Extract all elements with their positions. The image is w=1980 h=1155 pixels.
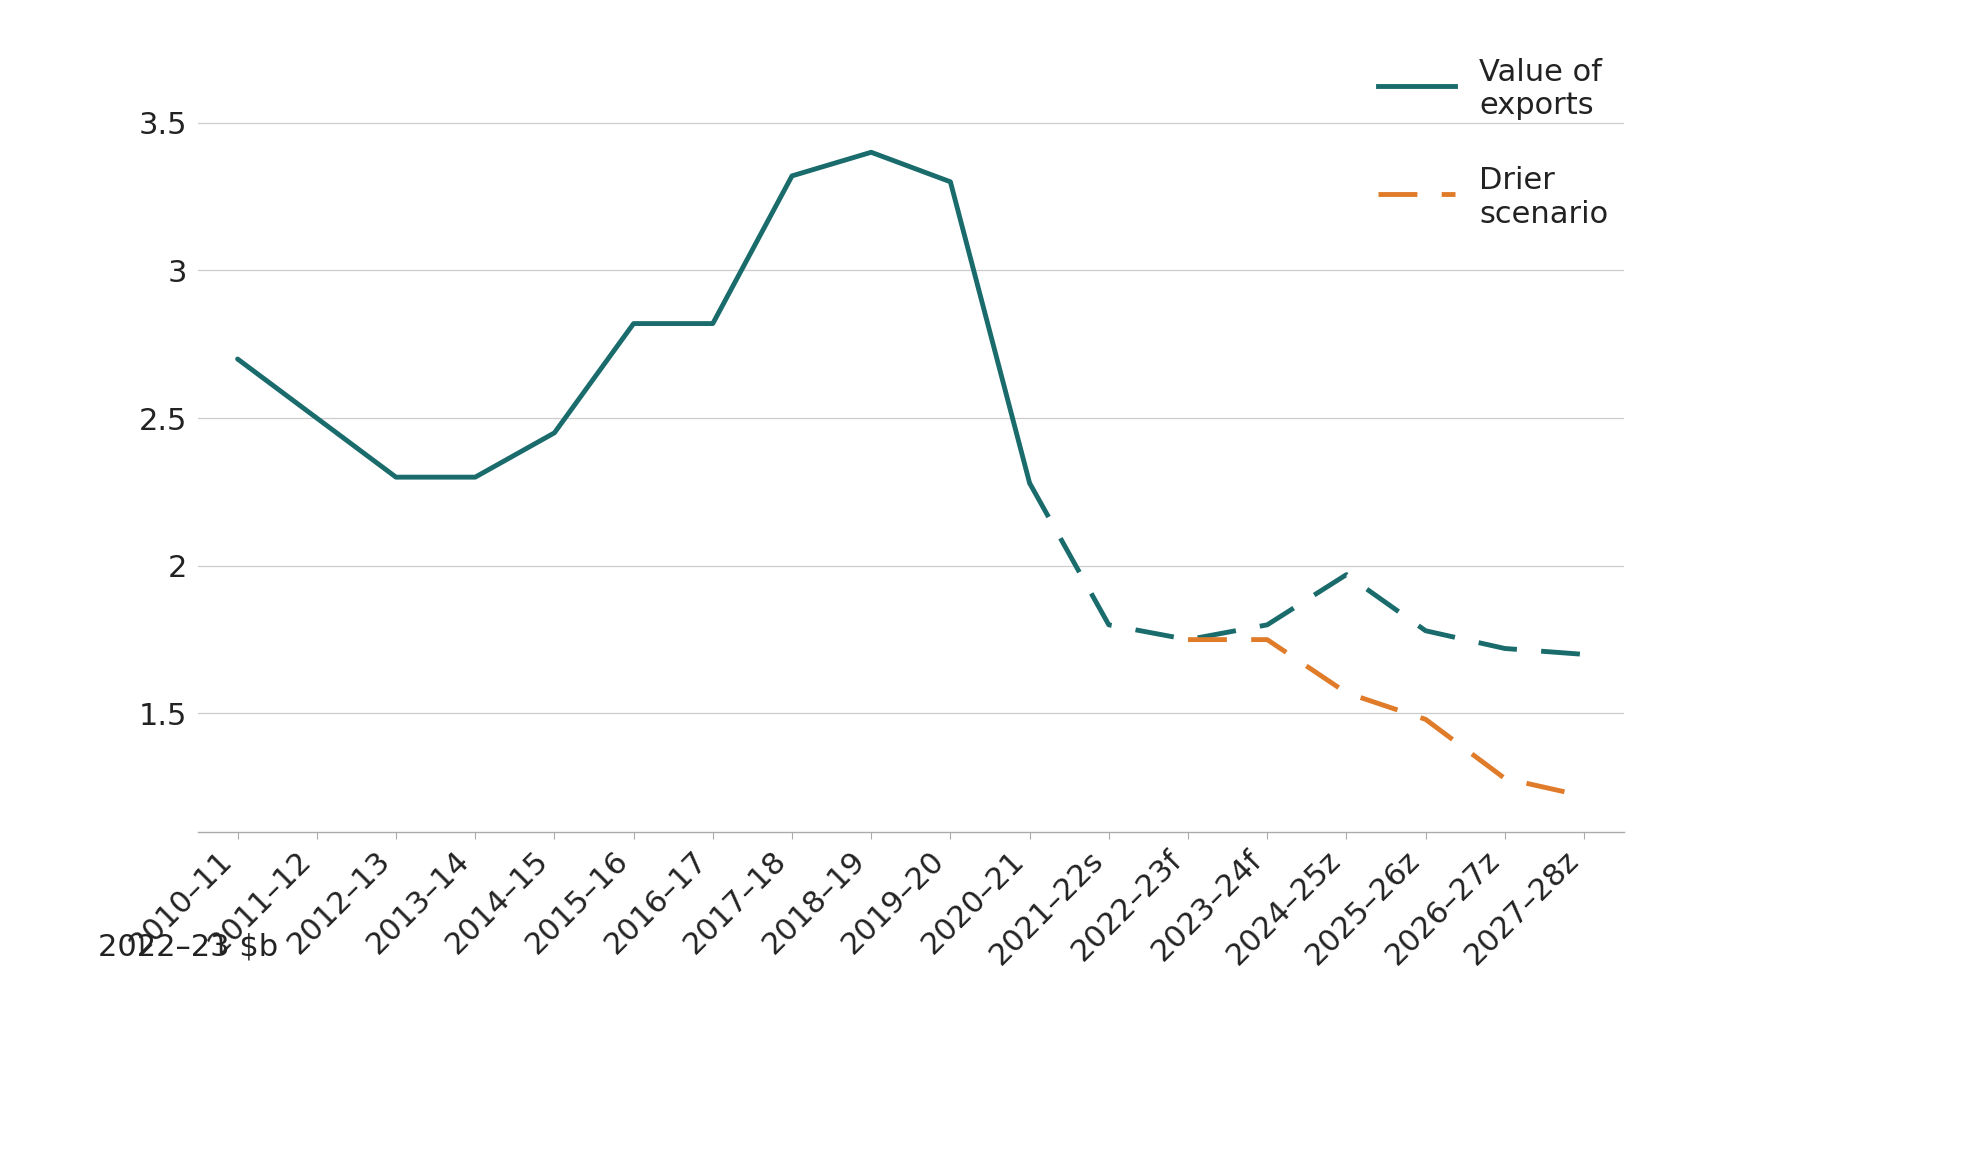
Legend: Value of
exports, Drier
scenario: Value of exports, Drier scenario	[1378, 58, 1608, 229]
Text: 2022–23 $b: 2022–23 $b	[99, 932, 279, 961]
